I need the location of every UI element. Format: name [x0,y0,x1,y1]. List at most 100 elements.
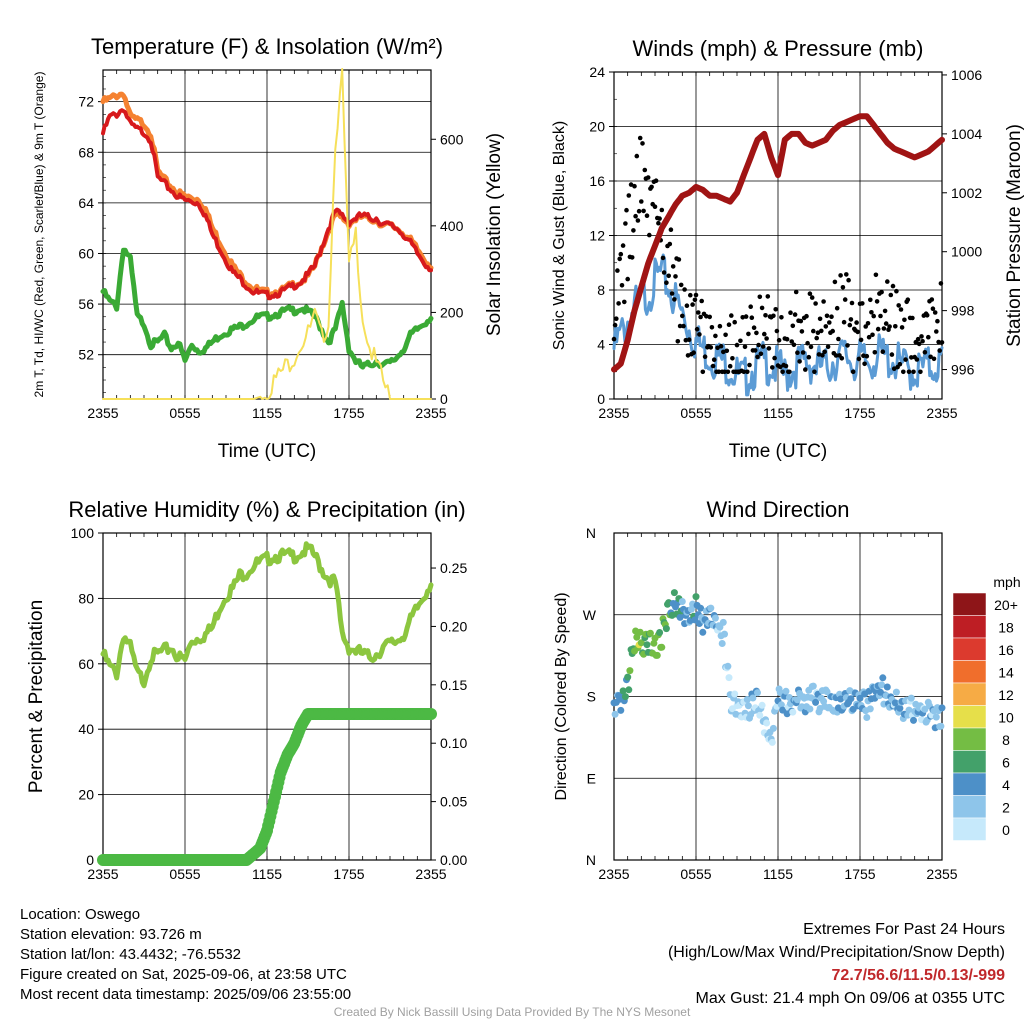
gust-point [745,369,750,375]
gust-point [832,279,838,285]
gust-point [617,256,622,262]
direction-point [656,629,664,636]
gust-point [888,292,894,298]
gust-point [868,297,873,303]
y-right-tick-label: 0.10 [440,735,467,751]
legend-label: 4 [1002,777,1010,793]
x-tick-label: 0555 [169,866,200,882]
chart-title: Temperature (F) & Insolation (W/m²) [91,34,443,59]
gust-point [743,314,749,319]
direction-point [643,641,651,649]
gust-point [783,363,789,369]
series-line-2m-t [101,108,433,301]
legend-label: 2 [1002,800,1010,816]
gust-point [842,297,848,302]
temperature-panel: 2355 0555 1155 1755 2355 Temperature (F) & In… [32,34,505,462]
gust-point [847,322,853,328]
chart-title: Winds (mph) & Pressure (mb) [633,36,924,61]
gust-point [660,255,666,261]
gust-point [805,340,810,346]
gust-point [922,350,928,355]
gust-point [656,220,661,226]
y-tick-label: 12 [589,228,605,244]
gust-point [624,207,629,213]
gust-point [875,326,881,332]
gust-point [711,357,717,363]
x-tick-label: 2355 [87,866,118,882]
gust-point [622,299,627,305]
y-right-tick-label: 400 [440,218,464,234]
gust-point [932,310,938,315]
gust-point [836,336,841,342]
gust-point [716,369,722,375]
gust-point [634,153,640,159]
legend-swatch [952,682,987,706]
y-tick-label: W [583,607,597,623]
y-right-tick-label: 998 [951,303,975,319]
extremes-info: Extremes For Past 24 Hours (High/Low/Max… [668,918,1005,1010]
direction-point [744,702,752,710]
gust-point [659,207,665,213]
gust-point [910,315,915,321]
gust-point [738,338,743,344]
gust-point [632,183,637,189]
gust-point [696,310,701,315]
winds-panel: 2355 0555 1155 1755 2355 Winds (mph) & Pressu… [551,36,1024,462]
gust-point [754,330,759,336]
gust-point [657,216,662,221]
legend-swatch [952,772,987,796]
gust-point [631,228,636,233]
gust-point [834,305,840,311]
direction-point [611,710,619,718]
direction-point [743,696,751,703]
y-axis-label: Direction (Colored By Speed) [553,592,570,800]
direction-point [756,711,764,719]
gust-point [938,281,944,286]
y-right-tick-label: 600 [440,131,464,147]
gust-point [766,346,772,351]
direction-point [653,651,661,659]
gust-point [626,193,632,198]
x-axis-label: Time (UTC) [218,441,317,462]
direction-point [719,618,727,626]
gust-point [708,345,714,350]
gust-point [815,330,821,336]
direction-point [633,633,641,641]
gust-point [756,342,761,348]
gust-point [903,357,908,362]
gust-point [681,323,686,329]
gust-point [683,337,689,343]
gust-point [699,298,704,304]
gust-point [707,314,712,320]
gust-point [614,316,619,322]
direction-point [793,696,801,704]
gust-point [821,299,826,304]
direction-point [692,593,700,601]
direction-point [724,662,732,670]
direction-point [905,706,913,714]
gust-point [820,353,825,358]
series-line-relative-humidity [100,541,434,689]
gust-point [901,369,906,375]
gust-point [807,291,813,297]
direction-point [619,687,627,695]
gust-point [647,232,652,238]
gust-point [693,292,699,298]
gust-point [825,344,831,350]
gust-point [885,279,890,284]
gust-point [690,302,695,307]
gust-point [906,369,912,375]
gust-point [871,313,876,319]
gust-point [757,294,763,300]
gust-point [808,344,814,350]
direction-point [782,687,790,695]
y-tick-label: 4 [597,337,605,353]
y-right-tick-label: 1000 [951,244,982,260]
gust-point [850,369,856,375]
gust-point [809,295,815,300]
direction-point [721,630,728,638]
gust-point [804,313,809,319]
gust-point [784,336,790,342]
gust-point [855,329,860,335]
legend-swatch [952,727,987,751]
